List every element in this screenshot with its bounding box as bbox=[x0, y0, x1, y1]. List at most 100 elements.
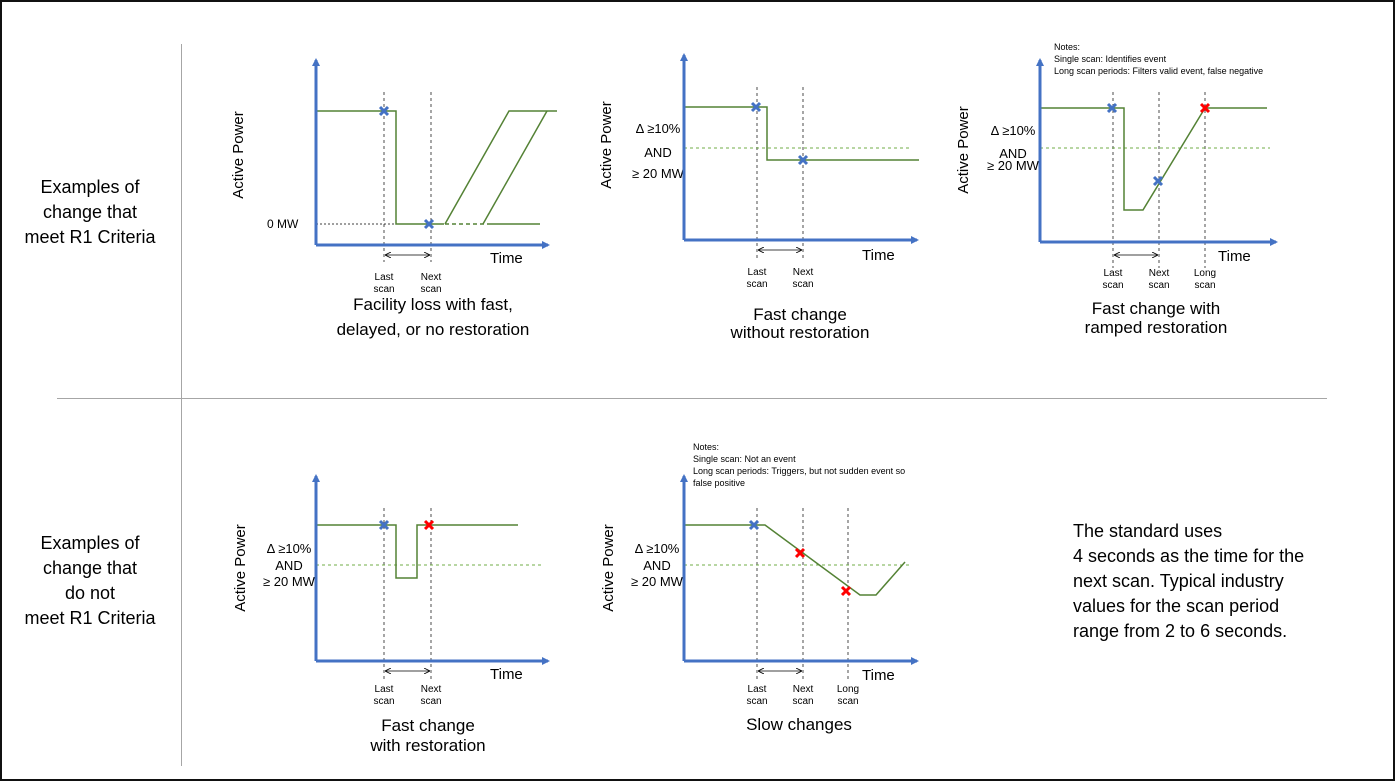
panel-note: Notes: bbox=[1054, 42, 1080, 52]
scan-marker-stroke-b bbox=[797, 154, 809, 166]
next-scan-label: scan bbox=[420, 696, 441, 707]
next-scan-label: Next bbox=[793, 684, 814, 695]
next-scan-label: Next bbox=[421, 684, 442, 695]
threshold-label: Δ ≥10% bbox=[636, 121, 681, 136]
panel-note: Long scan periods: Triggers, but not sud… bbox=[693, 466, 905, 476]
panel-note: Long scan periods: Filters valid event, … bbox=[1054, 66, 1263, 76]
x-axis-label: Time bbox=[862, 247, 895, 264]
long-scan-label: scan bbox=[837, 696, 858, 707]
next-scan-label: scan bbox=[792, 696, 813, 707]
scan-marker bbox=[750, 101, 762, 113]
last-scan-label: scan bbox=[1102, 280, 1123, 291]
threshold-label: AND bbox=[643, 558, 670, 573]
last-scan-label: Last bbox=[748, 684, 767, 695]
scan-marker bbox=[797, 154, 809, 166]
panel-note: Single scan: Identifies event bbox=[1054, 54, 1167, 64]
row-label-meets-criteria: Examples of change that meet R1 Criteria bbox=[24, 177, 156, 247]
panel-caption: Facility loss with fast, bbox=[353, 295, 513, 314]
restoration-trace bbox=[444, 110, 557, 225]
event-marker-stroke-b bbox=[840, 585, 852, 597]
scan-marker-stroke-b bbox=[378, 519, 390, 531]
event-marker-stroke-b bbox=[794, 547, 806, 559]
threshold-label: Δ ≥10% bbox=[267, 541, 312, 556]
panel-caption: with restoration bbox=[369, 736, 485, 755]
threshold-label: ≥ 20 MW bbox=[263, 574, 316, 589]
last-scan-label: Last bbox=[1104, 268, 1123, 279]
panel-note: false positive bbox=[693, 478, 745, 488]
scan-marker-stroke-b bbox=[378, 105, 390, 117]
last-scan-label: Last bbox=[748, 267, 767, 278]
panel-caption: delayed, or no restoration bbox=[337, 320, 530, 339]
last-scan-label: Last bbox=[375, 684, 394, 695]
panel-caption: Fast change bbox=[381, 716, 475, 735]
scan-marker-stroke-b bbox=[1152, 175, 1164, 187]
scan-marker bbox=[423, 218, 435, 230]
x-axis-label: Time bbox=[490, 666, 523, 683]
next-scan-label: scan bbox=[792, 279, 813, 290]
next-scan-label: Next bbox=[421, 272, 442, 283]
scan-marker-stroke-b bbox=[1106, 102, 1118, 114]
x-axis-label: Time bbox=[490, 250, 523, 267]
threshold-label: AND bbox=[275, 558, 302, 573]
scan-marker bbox=[378, 519, 390, 531]
last-scan-label: scan bbox=[373, 284, 394, 295]
restoration-trace bbox=[482, 110, 548, 225]
long-scan-label: scan bbox=[1194, 280, 1215, 291]
threshold-label: AND bbox=[999, 146, 1026, 161]
threshold-label: ≥ 20 MW bbox=[987, 158, 1040, 173]
power-trace bbox=[1040, 107, 1267, 211]
last-scan-label: scan bbox=[373, 696, 394, 707]
vertical-divider bbox=[181, 44, 182, 766]
last-scan-label: Last bbox=[375, 272, 394, 283]
x-axis-label: Time bbox=[1218, 248, 1251, 265]
last-scan-label: scan bbox=[746, 696, 767, 707]
next-scan-label: scan bbox=[420, 284, 441, 295]
horizontal-divider bbox=[57, 398, 1327, 399]
panel-note: Single scan: Not an event bbox=[693, 454, 796, 464]
panel-caption: Slow changes bbox=[746, 715, 852, 734]
threshold-label: Δ ≥10% bbox=[991, 123, 1036, 138]
next-scan-label: Next bbox=[1149, 268, 1170, 279]
y-axis-label: Active Power bbox=[230, 111, 247, 199]
y-axis-label: Active Power bbox=[598, 101, 615, 189]
y-axis-label: Active Power bbox=[600, 524, 617, 612]
long-scan-label: Long bbox=[1194, 268, 1216, 279]
event-marker bbox=[423, 519, 435, 531]
event-marker-stroke-b bbox=[423, 519, 435, 531]
long-scan-label: Long bbox=[837, 684, 859, 695]
y-axis-label: Active Power bbox=[955, 106, 972, 194]
row-label-does-not-meet-criteria: Examples of change that do not meet R1 C… bbox=[24, 533, 156, 628]
scan-marker-stroke-b bbox=[423, 218, 435, 230]
power-trace bbox=[684, 524, 906, 596]
scan-period-note: The standard uses 4 seconds as the time … bbox=[1073, 521, 1305, 641]
power-trace bbox=[684, 106, 919, 161]
threshold-label: ≥ 20 MW bbox=[632, 166, 685, 181]
zero-mw-label: 0 MW bbox=[267, 217, 299, 231]
event-marker bbox=[1199, 102, 1211, 114]
scan-marker bbox=[748, 519, 760, 531]
next-scan-label: Next bbox=[793, 267, 814, 278]
scan-marker-stroke-b bbox=[748, 519, 760, 531]
x-axis-label: Time bbox=[862, 667, 895, 684]
power-trace bbox=[316, 524, 518, 579]
panel-caption: Fast change with bbox=[1092, 299, 1221, 318]
panel-caption: Fast change bbox=[753, 305, 847, 324]
threshold-label: AND bbox=[644, 145, 671, 160]
panel-caption: ramped restoration bbox=[1085, 318, 1228, 337]
power-trace bbox=[316, 110, 444, 225]
scan-marker bbox=[1152, 175, 1164, 187]
scan-marker bbox=[1106, 102, 1118, 114]
scan-marker bbox=[378, 105, 390, 117]
event-marker bbox=[794, 547, 806, 559]
threshold-label: ≥ 20 MW bbox=[631, 574, 684, 589]
last-scan-label: scan bbox=[746, 279, 767, 290]
scan-marker-stroke-b bbox=[750, 101, 762, 113]
event-marker-stroke-b bbox=[1199, 102, 1211, 114]
